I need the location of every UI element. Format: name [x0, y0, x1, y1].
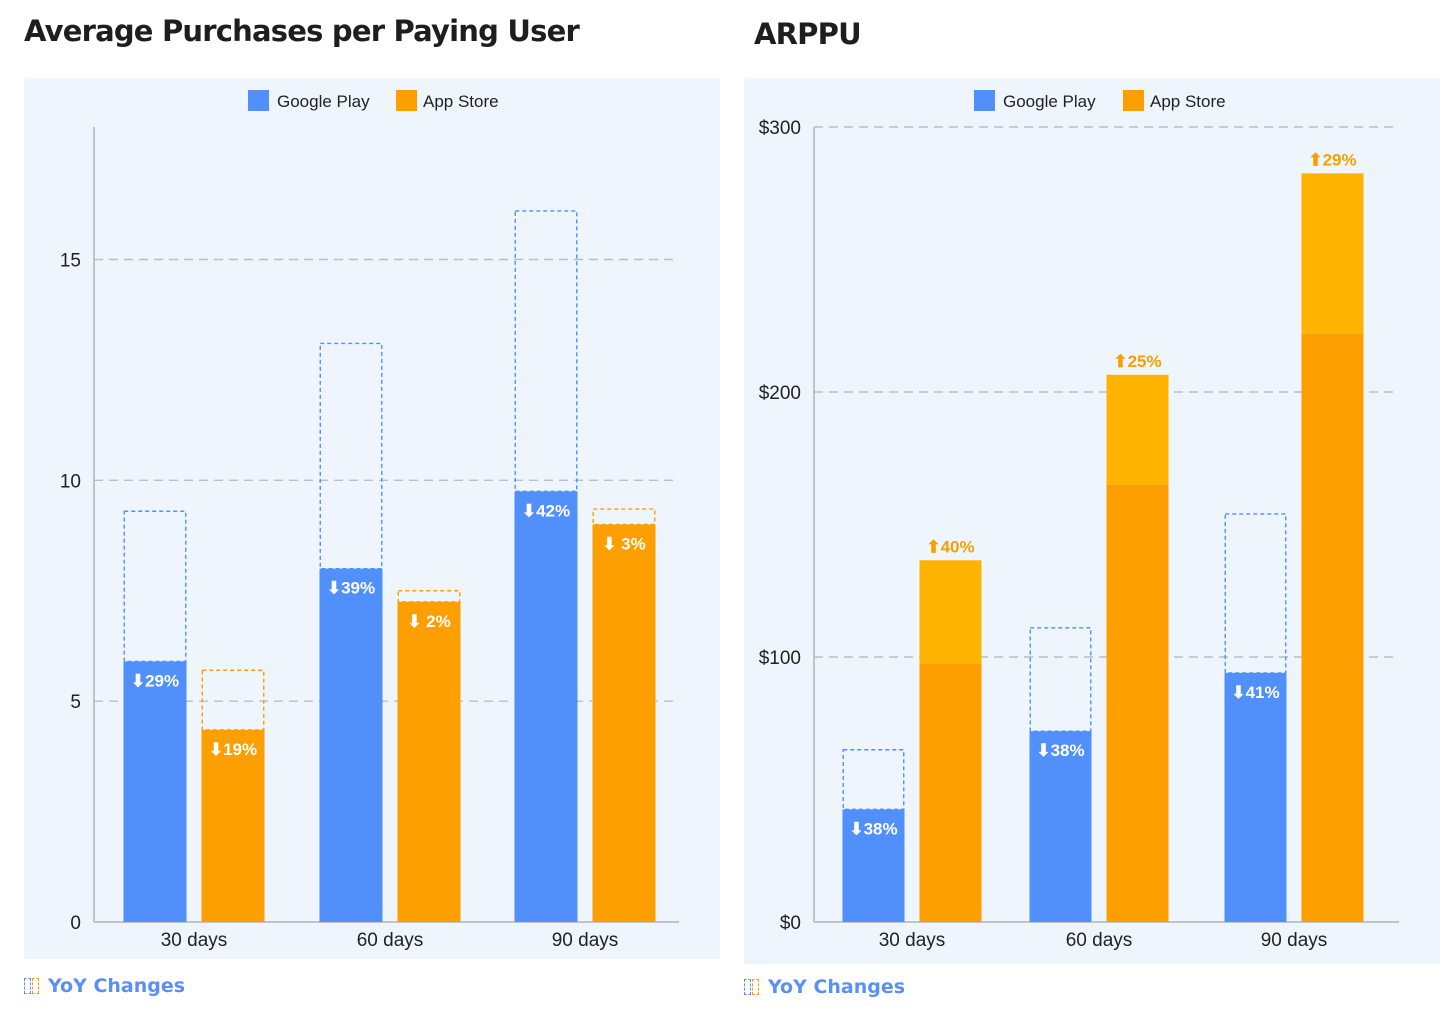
yoy-label: ⬇39%	[327, 579, 375, 598]
bar-app-store-90-days-increase	[1301, 173, 1364, 334]
bar-app-store-60-days-increase	[1106, 374, 1169, 485]
legend-swatch-google-play	[974, 90, 995, 111]
legend-swatch-google-play	[248, 90, 269, 111]
y-tick-label: $200	[759, 383, 801, 404]
chart-panel-purchases: 0 5 10 15 Google Play App Store 30 days ⬇29% ⬇19…	[24, 78, 720, 959]
bar-google-play-60-days	[1029, 731, 1092, 922]
y-tick-label: 5	[70, 692, 81, 713]
y-tick-label: 0	[70, 913, 81, 934]
y-tick-label: 10	[60, 471, 81, 492]
prior-year-outline-google-play-30-days	[123, 510, 187, 663]
bar-app-store-90-days	[592, 524, 656, 922]
prior-year-outline-google-play-90-days	[514, 210, 578, 493]
x-tick-label: 30 days	[879, 930, 946, 951]
prior-year-outline-google-play-90-days	[1224, 513, 1287, 674]
yoy-label: ⬇38%	[1036, 741, 1084, 760]
bar-google-play-90-days	[1224, 672, 1287, 922]
yoy-label: ⬇29%	[131, 671, 179, 690]
yoy-label: ⬆40%	[926, 537, 974, 556]
yoy-label: ⬇41%	[1231, 683, 1279, 702]
legend-label-app-store: App Store	[1150, 92, 1226, 111]
bar-app-store-60-days	[397, 601, 461, 922]
y-tick-label: 15	[60, 251, 81, 272]
legend-swatch-app-store	[1123, 90, 1144, 111]
bar-google-play-90-days	[514, 491, 578, 922]
y-tick-label: $0	[780, 913, 801, 934]
prior-year-outline-app-store-30-days	[201, 669, 265, 731]
bar-google-play-30-days	[123, 661, 187, 922]
yoy-legend-right: YoY Changes	[744, 976, 905, 998]
y-tick-label: $100	[759, 648, 801, 669]
yoy-label: ⬇ 2%	[407, 612, 451, 631]
bar-google-play-30-days	[842, 809, 905, 922]
yoy-label: ⬆29%	[1308, 150, 1356, 169]
prior-year-outline-google-play-60-days	[319, 342, 383, 570]
dashed-box-icon	[744, 979, 760, 995]
yoy-label: ⬇42%	[522, 501, 570, 520]
bar-app-store-30-days	[919, 663, 982, 922]
yoy-legend-left: YoY Changes	[24, 975, 185, 997]
prior-year-outline-app-store-90-days	[592, 508, 656, 526]
yoy-label: ⬆25%	[1113, 352, 1161, 371]
bar-app-store-30-days	[201, 729, 265, 922]
legend-label-google-play: Google Play	[277, 92, 370, 111]
prior-year-outline-google-play-60-days	[1029, 627, 1092, 732]
prior-year-outline-app-store-60-days	[397, 590, 461, 603]
yoy-changes-label: YoY Changes	[48, 975, 186, 997]
arppu-chart-svg: $0 $100 $200 $300 Google Play App Store 30 day…	[759, 90, 1399, 951]
dashed-box-icon	[24, 978, 40, 994]
chart-panel-arppu: $0 $100 $200 $300 Google Play App Store 30 day…	[744, 78, 1440, 964]
legend-label-google-play: Google Play	[1003, 92, 1096, 111]
purchases-chart-svg: 0 5 10 15 Google Play App Store 30 days ⬇29% ⬇19…	[60, 90, 679, 951]
x-tick-label: 60 days	[1066, 930, 1133, 951]
bar-google-play-60-days	[319, 568, 383, 922]
yoy-label: ⬇19%	[209, 740, 257, 759]
bar-app-store-90-days	[1301, 333, 1364, 922]
x-tick-label: 30 days	[161, 930, 228, 951]
yoy-changes-label: YoY Changes	[768, 976, 906, 998]
x-tick-label: 60 days	[357, 930, 424, 951]
chart-title-arppu: ARPPU	[754, 17, 862, 51]
yoy-label: ⬇38%	[849, 819, 897, 838]
x-tick-label: 90 days	[1261, 930, 1328, 951]
bar-app-store-60-days	[1106, 484, 1169, 922]
bar-app-store-30-days-increase	[919, 560, 982, 664]
chart-title-purchases: Average Purchases per Paying User	[24, 14, 580, 48]
y-tick-label: $300	[759, 118, 801, 139]
prior-year-outline-google-play-30-days	[842, 749, 905, 811]
legend-swatch-app-store	[396, 90, 417, 111]
yoy-label: ⬇ 3%	[602, 535, 646, 554]
legend-label-app-store: App Store	[423, 92, 499, 111]
x-tick-label: 90 days	[552, 930, 619, 951]
